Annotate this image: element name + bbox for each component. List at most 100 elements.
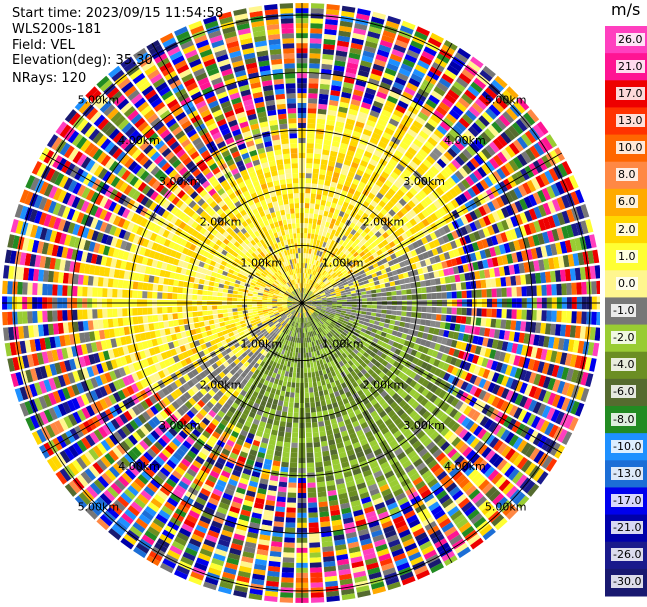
velocity-gate (393, 44, 407, 54)
velocity-gate (340, 290, 346, 294)
velocity-gate (307, 284, 310, 290)
velocity-gate (486, 258, 494, 268)
velocity-gate (280, 390, 286, 397)
velocity-gate (338, 239, 345, 246)
velocity-gate (325, 293, 331, 296)
velocity-gate (456, 217, 465, 227)
velocity-gate (582, 341, 590, 355)
velocity-gate (401, 333, 408, 340)
velocity-gate (404, 322, 411, 329)
velocity-gate (505, 377, 514, 389)
velocity-gate (402, 58, 416, 68)
velocity-gate (333, 316, 339, 321)
velocity-gate (551, 394, 561, 408)
velocity-gate (361, 155, 371, 163)
velocity-gate (367, 114, 378, 123)
velocity-gate (410, 282, 416, 289)
velocity-gate (306, 303, 312, 306)
velocity-gate (441, 261, 448, 269)
velocity-gate (556, 283, 562, 296)
velocity-gate (287, 497, 297, 503)
velocity-gate (387, 175, 396, 184)
velocity-gate (358, 181, 366, 189)
velocity-gate (389, 319, 396, 325)
velocity-gate (441, 194, 450, 204)
velocity-gate (412, 183, 422, 193)
velocity-gate (308, 78, 319, 84)
velocity-gate (356, 147, 365, 155)
velocity-gate (309, 58, 321, 64)
velocity-gate (426, 169, 436, 179)
velocity-gate (328, 286, 334, 290)
velocity-gate (326, 216, 332, 223)
velocity-gate (281, 572, 294, 578)
velocity-gate (313, 282, 318, 288)
velocity-gate (321, 58, 333, 65)
velocity-gate (326, 299, 332, 301)
velocity-gate (332, 259, 338, 265)
velocity-gate (570, 369, 579, 383)
velocity-gate (281, 456, 290, 463)
velocity-gate (500, 400, 510, 412)
velocity-gate (316, 304, 322, 306)
velocity-gate (306, 304, 312, 307)
velocity-gate (369, 332, 376, 338)
velocity-gate (333, 285, 339, 290)
velocity-gate (489, 349, 497, 359)
velocity-gate (329, 313, 335, 317)
velocity-gate (576, 282, 582, 295)
velocity-gate (379, 113, 390, 123)
velocity-gate (421, 306, 427, 313)
velocity-gate (312, 303, 317, 305)
velocity-gate (498, 114, 511, 127)
velocity-gate (304, 288, 307, 294)
velocity-gate (309, 292, 314, 297)
velocity-gate (315, 295, 321, 298)
velocity-gate (321, 303, 327, 305)
velocity-gate (394, 149, 404, 159)
velocity-gate (331, 295, 337, 298)
velocity-gate (426, 348, 434, 356)
velocity-gate (403, 340, 411, 347)
velocity-gate (300, 322, 302, 328)
velocity-gate (566, 383, 575, 397)
velocity-gate (358, 281, 365, 286)
velocity-gate (445, 284, 452, 291)
velocity-gate (295, 382, 300, 388)
velocity-gate (321, 301, 327, 303)
velocity-gate (347, 246, 354, 252)
velocity-gate (325, 124, 335, 131)
velocity-gate (351, 307, 357, 310)
velocity-gate (308, 352, 312, 358)
velocity-gate (286, 502, 296, 508)
velocity-gate (403, 181, 412, 191)
velocity-gate (368, 278, 374, 283)
velocity-gate (531, 415, 541, 429)
velocity-gate (290, 362, 294, 368)
velocity-gate (320, 521, 331, 528)
velocity-gate (329, 155, 337, 162)
velocity-gate (337, 272, 344, 278)
velocity-gate (523, 196, 533, 209)
velocity-gate (460, 381, 469, 391)
velocity-gate (345, 258, 352, 264)
velocity-gate (556, 395, 566, 410)
velocity-gate (451, 159, 462, 170)
velocity-gate (351, 266, 358, 272)
velocity-gate (402, 327, 409, 334)
velocity-gate (288, 407, 294, 413)
velocity-gate (538, 375, 547, 388)
velocity-gate (306, 352, 309, 358)
velocity-gate (305, 278, 308, 284)
velocity-gate (438, 344, 446, 353)
velocity-gate (293, 407, 299, 413)
velocity-gate (334, 230, 340, 237)
velocity-gate (324, 180, 331, 187)
velocity-gate (385, 236, 393, 244)
velocity-gate (387, 271, 393, 278)
velocity-gate (325, 311, 331, 315)
velocity-gate (552, 379, 561, 393)
velocity-gate (487, 225, 495, 236)
velocity-gate (450, 198, 460, 209)
velocity-gate (380, 208, 388, 216)
